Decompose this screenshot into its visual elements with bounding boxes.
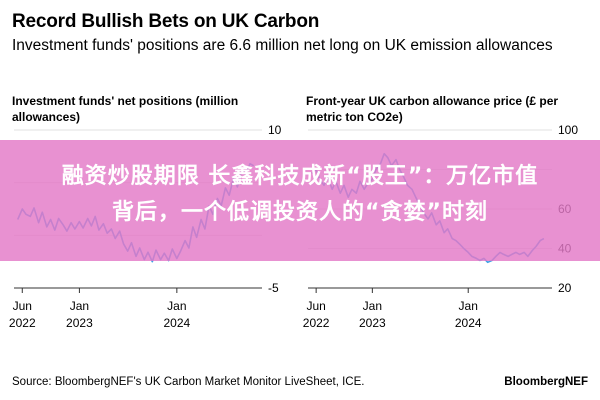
overlay-banner-line-2: 背后，一个低调投资人的“贪婪”时刻 — [112, 200, 488, 225]
x-tick-label-month: Jun — [13, 299, 32, 313]
chart-title: Record Bullish Bets on UK Carbon — [12, 11, 320, 32]
x-tick-label-year: 2022 — [9, 316, 36, 330]
overlay-banner — [0, 140, 600, 261]
y-tick-label: 100 — [558, 123, 578, 137]
right-panel-title: Front-year UK carbon allowance price (£ … — [306, 94, 559, 124]
x-tick-label-month: Jan — [459, 299, 478, 313]
chart-subtitle: Investment funds' positions are 6.6 mill… — [12, 37, 553, 54]
x-tick-label-year: 2024 — [163, 316, 190, 330]
x-tick-label-year: 2023 — [66, 316, 93, 330]
x-tick-label-month: Jun — [306, 299, 325, 313]
source-note: Source: BloombergNEF's UK Carbon Market … — [12, 376, 365, 388]
brand-logo-text: BloombergNEF — [504, 376, 588, 388]
x-tick-label-month: Jan — [363, 299, 382, 313]
x-tick-label-year: 2024 — [455, 316, 482, 330]
overlay-banner-line-1: 融资炒股期限 长鑫科技成新“股王”：万亿市值 — [61, 164, 539, 189]
x-tick-label-year: 2022 — [303, 316, 330, 330]
x-tick-label-month: Jan — [167, 299, 186, 313]
x-tick-label-year: 2023 — [359, 316, 386, 330]
y-tick-label: 20 — [558, 281, 572, 295]
overlay-banner-text: 融资炒股期限 长鑫科技成新“股王”：万亿市值 背后，一个低调投资人的“贪婪”时刻 — [0, 159, 600, 231]
y-tick-label: 10 — [268, 123, 282, 137]
left-panel-title: Investment funds' net positions (million… — [12, 94, 239, 124]
y-tick-label: -5 — [268, 281, 279, 295]
x-tick-label-month: Jan — [70, 299, 89, 313]
